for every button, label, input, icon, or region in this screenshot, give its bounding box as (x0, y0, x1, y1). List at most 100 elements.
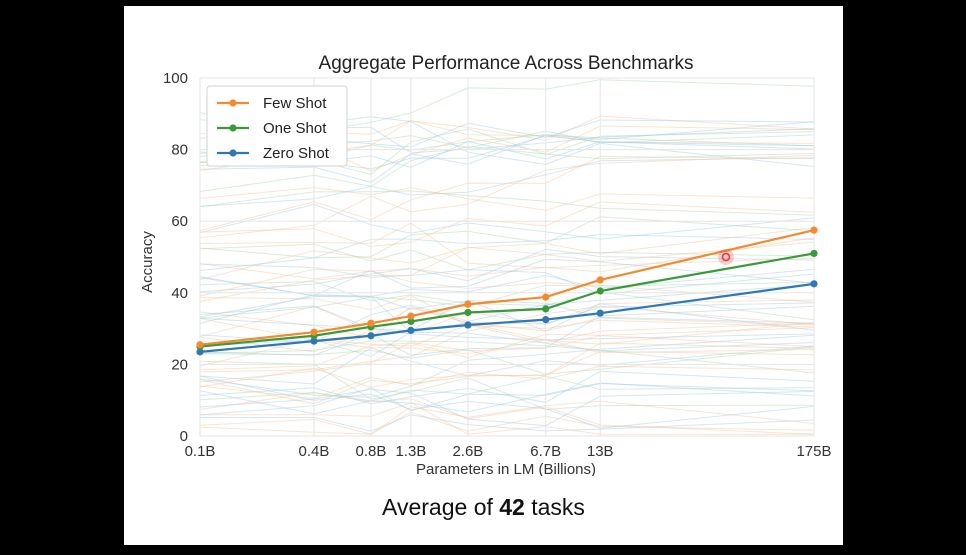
task-line (199, 121, 815, 183)
legend-label-one-shot: One Shot (263, 120, 327, 137)
task-line (199, 155, 815, 231)
task-line (200, 402, 814, 435)
point-one-shot (407, 317, 415, 326)
task-line (199, 222, 815, 269)
point-zero-shot (407, 326, 415, 334)
task-line (199, 299, 815, 353)
task-line (199, 258, 815, 297)
task-line (199, 414, 815, 432)
task-line (199, 241, 815, 281)
task-line (199, 190, 815, 216)
task-line (199, 370, 815, 405)
task-line (199, 340, 815, 374)
legend-box (206, 85, 348, 167)
point-one-shot (810, 249, 818, 258)
task-line (199, 360, 815, 411)
task-line (199, 157, 815, 207)
point-zero-shot (367, 332, 375, 340)
x-tick-label: 13B (587, 443, 614, 460)
caption: Average of 42 tasks (124, 494, 843, 521)
task-line (199, 145, 815, 192)
task-line (199, 375, 815, 429)
point-zero-shot (596, 309, 604, 317)
y-tick-label: 20 (171, 356, 188, 373)
grid (199, 77, 815, 437)
task-line (199, 382, 815, 415)
slide: 0 20 40 60 80 100 0.1B 0.4B 0.8B 1.3B 2.6B 6.7B 13B 1… (124, 6, 843, 545)
task-line (199, 203, 815, 240)
series-group (196, 226, 818, 356)
background-task-lines (199, 79, 815, 435)
task-line (199, 263, 815, 303)
point-one-shot (542, 305, 550, 313)
task-line (199, 281, 815, 319)
task-line (199, 346, 815, 375)
task-line (199, 392, 815, 435)
task-line (199, 327, 815, 371)
highlight-glow (717, 249, 734, 265)
series-line-one-shot (199, 252, 815, 348)
point-few-shot (407, 312, 415, 320)
point-zero-shot (310, 337, 318, 345)
highlight-marker (721, 252, 731, 262)
task-line (199, 383, 815, 416)
x-tick-label: 1.3B (395, 443, 426, 460)
point-few-shot (367, 319, 375, 327)
legend-marker-one-shot (229, 124, 237, 132)
task-line (199, 331, 815, 357)
task-line (199, 400, 815, 435)
task-line (199, 243, 815, 271)
legend-marker-few-shot (229, 99, 237, 107)
task-line (199, 201, 815, 248)
task-line (199, 305, 815, 338)
x-axis-label: Parameters in LM (Billions) (416, 461, 596, 476)
point-few-shot (464, 300, 472, 308)
task-line (199, 299, 815, 332)
task-line (199, 345, 815, 385)
point-one-shot (464, 308, 472, 317)
x-tick-label: 175B (796, 443, 831, 460)
series-line-few-shot (199, 229, 815, 346)
task-line (199, 227, 815, 302)
task-line (199, 233, 815, 272)
legend-label-zero-shot: Zero Shot (263, 145, 330, 162)
legend-label-few-shot: Few Shot (263, 95, 327, 112)
chart: 0 20 40 60 80 100 0.1B 0.4B 0.8B 1.3B 2.6B 6.7B 13B 1… (139, 53, 832, 476)
task-line (199, 322, 815, 367)
tick-labels: 0 20 40 60 80 100 0.1B 0.4B 0.8B 1.3B 2.6B 6.7B 13B 1… (163, 70, 832, 460)
task-line (199, 334, 815, 398)
task-line (199, 305, 815, 373)
y-tick-label: 40 (171, 285, 188, 302)
task-line (199, 154, 815, 239)
task-line (199, 305, 815, 356)
point-one-shot (596, 287, 604, 295)
y-tick-label: 0 (180, 428, 188, 445)
task-line (199, 263, 815, 295)
task-line (199, 318, 815, 355)
caption-prefix: Average of (382, 494, 500, 520)
y-axis-label: Accuracy (139, 231, 156, 293)
task-line (199, 335, 815, 383)
point-few-shot (542, 293, 550, 301)
point-few-shot (810, 226, 818, 234)
task-line (199, 268, 815, 324)
point-zero-shot (196, 348, 204, 356)
point-zero-shot (464, 321, 472, 329)
x-tick-label: 0.4B (299, 443, 330, 460)
chart-title: Aggregate Performance Across Benchmarks (319, 53, 694, 74)
y-tick-label: 60 (171, 213, 188, 230)
x-tick-label: 0.8B (356, 443, 387, 460)
task-line (199, 237, 815, 297)
legend: Few Shot One Shot Zero Shot (206, 85, 348, 167)
task-line (199, 187, 815, 211)
point-few-shot (596, 276, 604, 284)
x-tick-label: 2.6B (452, 443, 483, 460)
task-line (199, 350, 815, 405)
task-line (199, 317, 815, 341)
caption-suffix: tasks (524, 494, 585, 520)
series-line-zero-shot (199, 282, 815, 353)
legend-marker-zero-shot (229, 149, 237, 157)
point-few-shot (310, 328, 318, 336)
task-line (199, 411, 815, 435)
x-tick-label: 6.7B (530, 443, 561, 460)
